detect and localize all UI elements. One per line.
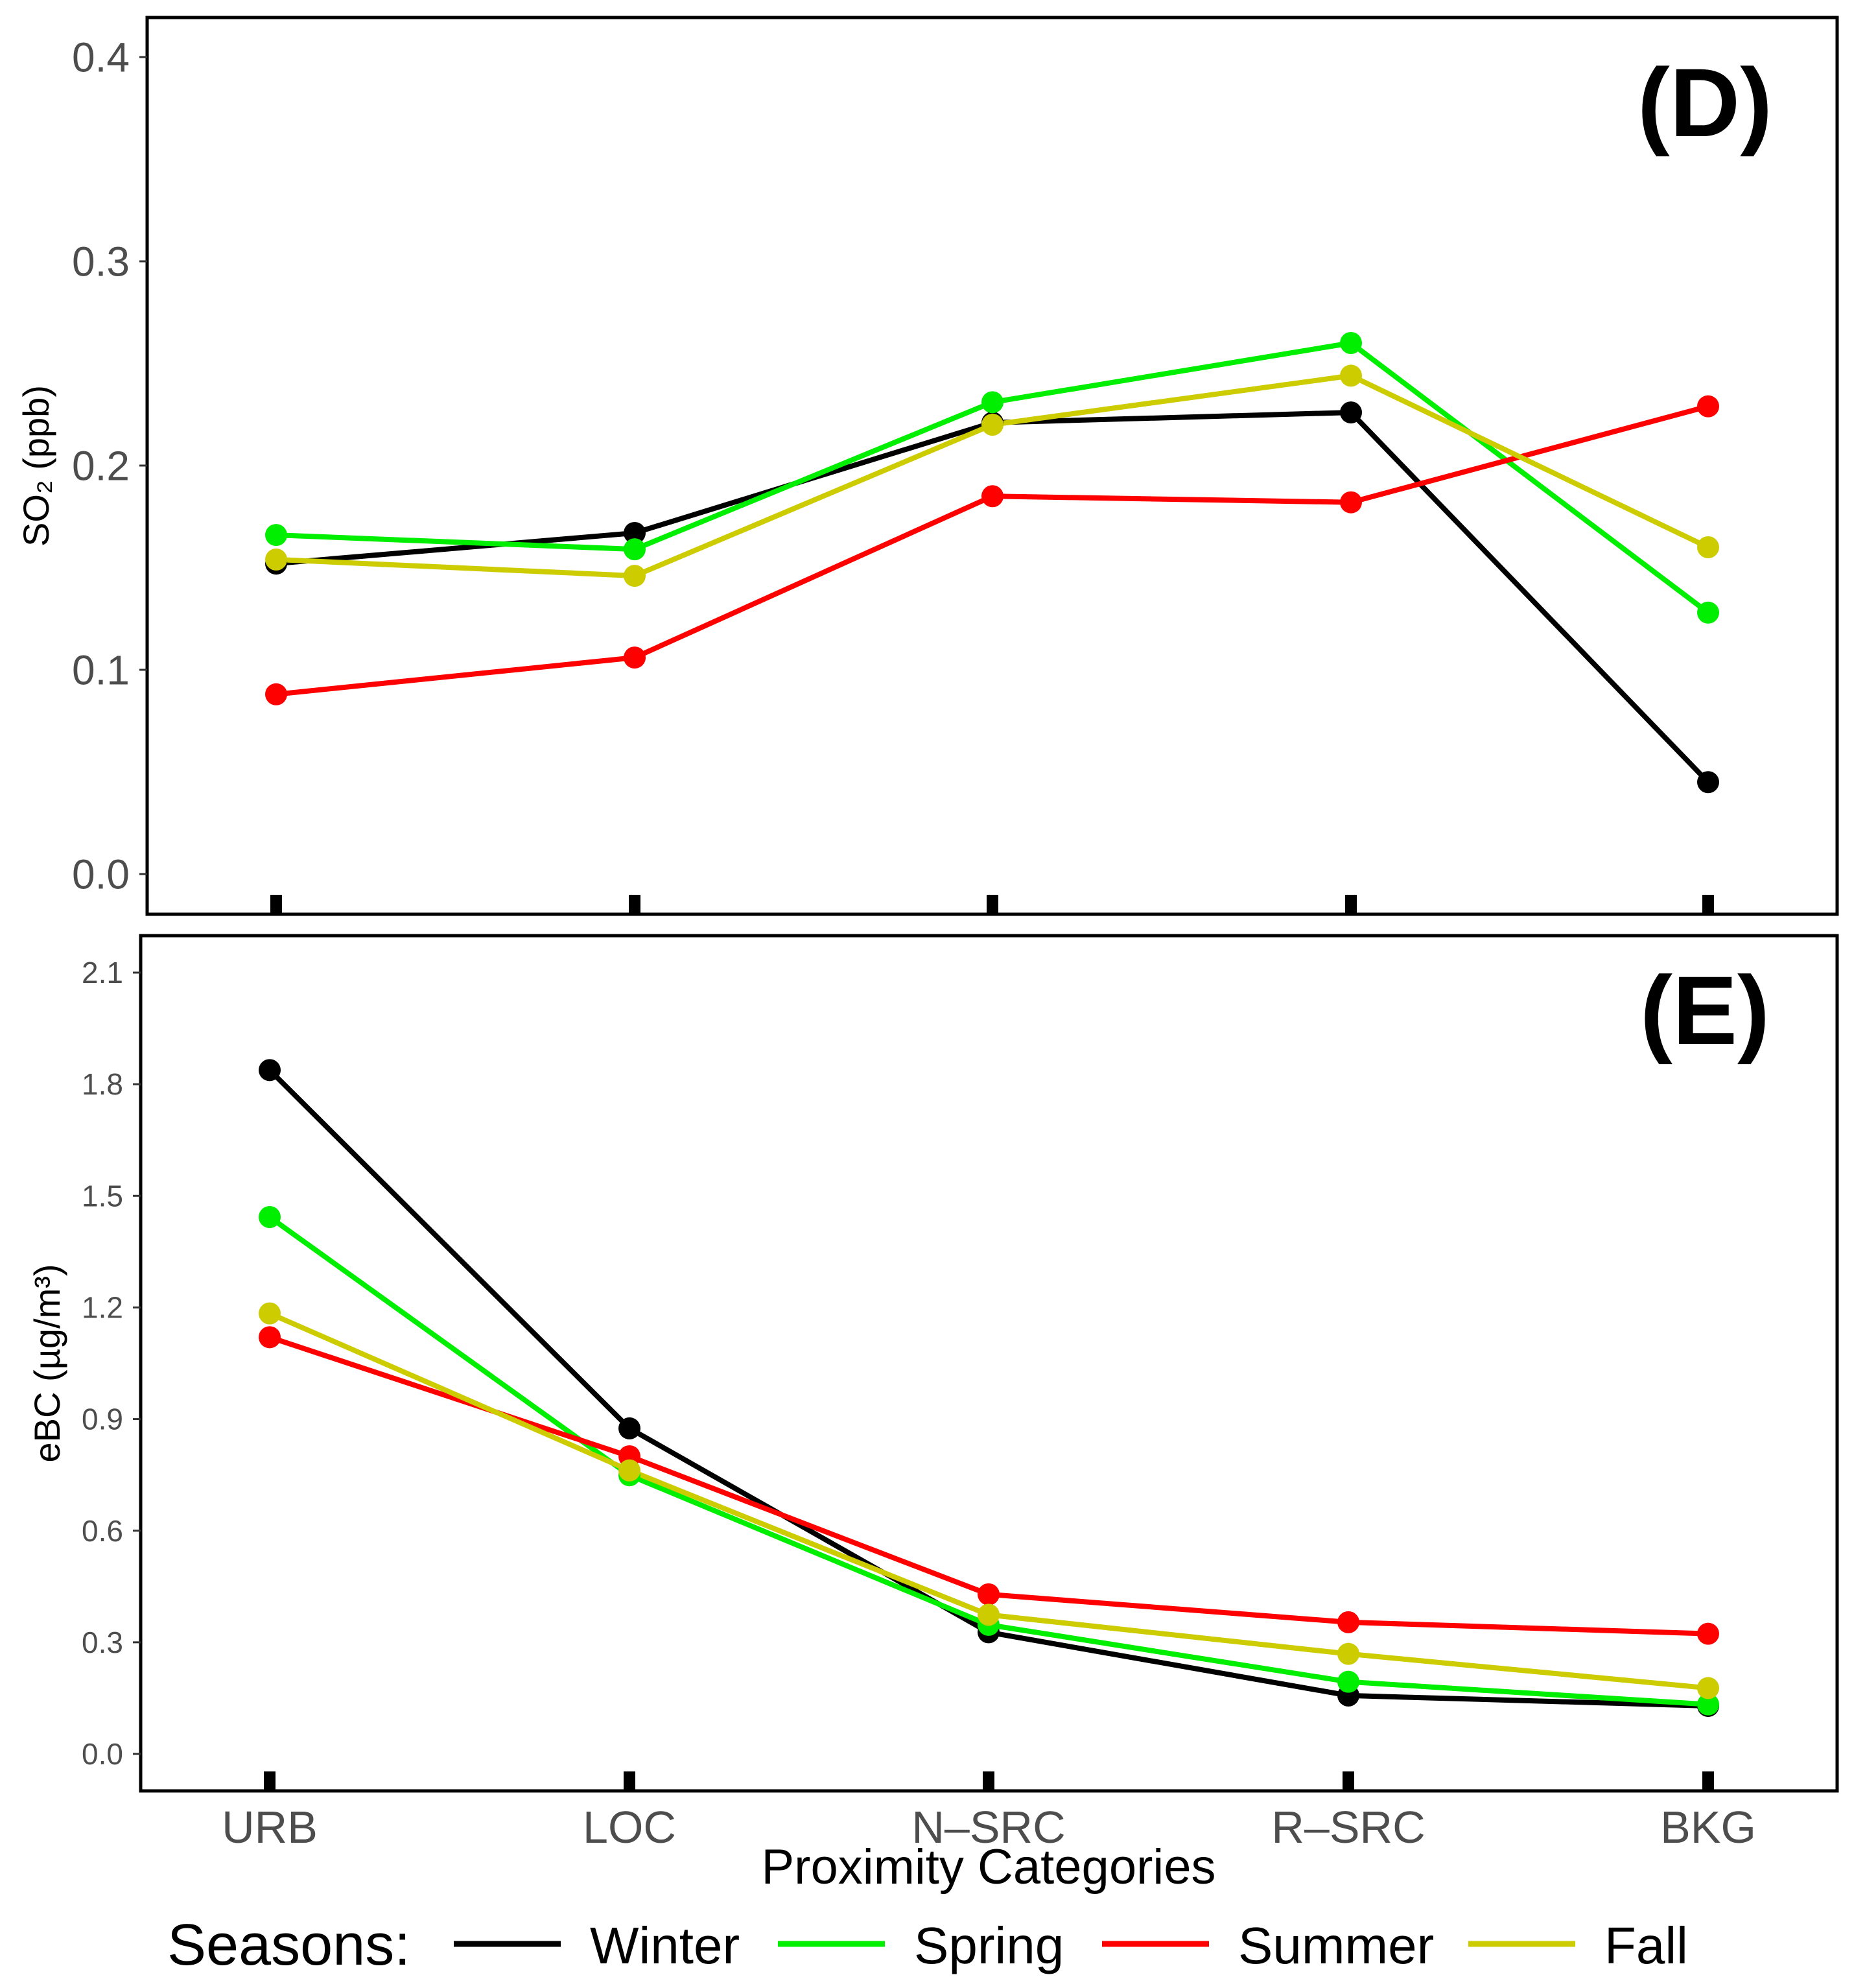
- data-point-fall: [1340, 364, 1362, 387]
- y-tick-label: 0.9: [82, 1402, 123, 1436]
- legend-label-spring: Spring: [914, 1917, 1064, 1974]
- data-point-fall: [1337, 1642, 1359, 1665]
- x-tick: [1343, 1771, 1354, 1791]
- data-point-spring: [265, 524, 287, 547]
- x-tick: [264, 1771, 276, 1791]
- data-point-fall: [265, 548, 287, 571]
- data-point-summer: [259, 1326, 281, 1349]
- x-tick: [1702, 1771, 1714, 1791]
- plot-frame: [145, 16, 1839, 916]
- x-tick: [1345, 895, 1357, 914]
- series-line-winter: [276, 410, 1710, 785]
- data-point-winter: [1340, 401, 1362, 424]
- data-point-winter: [624, 521, 646, 544]
- y-tick-label: 0.0: [72, 851, 130, 897]
- x-tick: [629, 895, 640, 914]
- legend-title: Seasons:: [167, 1913, 410, 1978]
- data-point-spring: [1697, 1693, 1719, 1716]
- x-tick: [624, 1771, 635, 1791]
- data-point-winter: [618, 1417, 640, 1439]
- data-point-spring: [1337, 1670, 1359, 1693]
- data-point-winter: [1697, 771, 1719, 794]
- x-tick-label: URB: [222, 1802, 318, 1852]
- data-point-spring: [624, 538, 646, 561]
- legend: Seasons: Winter Spring Summer Fall: [167, 1913, 1688, 1978]
- data-point-summer: [981, 485, 1003, 508]
- x-tick-label: N–SRC: [911, 1802, 1065, 1852]
- data-point-summer: [1697, 395, 1719, 418]
- data-point-summer: [624, 646, 646, 669]
- series-line-spring: [276, 340, 1710, 615]
- data-point-fall: [981, 414, 1003, 436]
- data-point-spring: [259, 1205, 281, 1228]
- panel-label: (E): [1640, 956, 1770, 1065]
- data-point-spring: [1340, 332, 1362, 354]
- legend-label-winter: Winter: [590, 1917, 740, 1974]
- x-axis-title: Proximity Categories: [761, 1840, 1215, 1895]
- panel-e-ebc: 0.0 0.3 0.6 0.9 1.2 1.5 1.8 2.1 eBC (µg/m³) URB LO…: [27, 934, 1839, 1852]
- x-tick-label: BKG: [1660, 1802, 1756, 1852]
- y-tick-label: 2.1: [82, 956, 123, 989]
- legend-label-summer: Summer: [1238, 1917, 1434, 1974]
- legend-label-fall: Fall: [1604, 1917, 1688, 1974]
- x-tick: [987, 895, 998, 914]
- y-tick-label: 0.1: [72, 646, 130, 693]
- data-point-fall: [259, 1302, 281, 1325]
- data-point-winter: [259, 1059, 281, 1082]
- y-tick-label: 0.2: [72, 442, 130, 489]
- data-point-summer: [1337, 1611, 1359, 1633]
- x-tick-label: R–SRC: [1271, 1802, 1425, 1852]
- data-point-fall: [978, 1603, 1000, 1626]
- y-tick-label: 1.2: [82, 1291, 123, 1325]
- panel-label: (D): [1637, 48, 1772, 157]
- y-tick-label: 0.3: [72, 238, 130, 285]
- data-point-spring: [1697, 601, 1719, 624]
- x-tick: [983, 1771, 994, 1791]
- data-point-fall: [1697, 536, 1719, 558]
- x-tick: [1702, 895, 1714, 914]
- data-point-summer: [265, 683, 287, 705]
- y-tick-label: 0.3: [82, 1626, 123, 1659]
- y-tick-label: 0.4: [72, 34, 130, 80]
- y-axis-title: SO₂ (ppb): [16, 385, 56, 547]
- y-tick-label: 0.0: [82, 1737, 123, 1771]
- panel-d-so2: 0.0 0.1 0.2 0.3 0.4 SO₂ (ppb) (D): [16, 16, 1839, 916]
- y-axis-title: eBC (µg/m³): [27, 1264, 67, 1462]
- data-point-fall: [1697, 1677, 1719, 1699]
- x-tick: [270, 895, 282, 914]
- y-tick-label: 1.5: [82, 1179, 123, 1213]
- data-point-fall: [618, 1459, 640, 1482]
- data-point-summer: [1340, 491, 1362, 514]
- y-tick-label: 0.6: [82, 1514, 123, 1548]
- data-point-summer: [1697, 1622, 1719, 1645]
- plot-frame: [139, 934, 1839, 1793]
- data-point-summer: [978, 1583, 1000, 1605]
- x-tick-label: LOC: [583, 1802, 676, 1852]
- data-point-spring: [981, 391, 1003, 414]
- data-point-fall: [624, 565, 646, 587]
- y-tick-label: 1.8: [82, 1067, 123, 1101]
